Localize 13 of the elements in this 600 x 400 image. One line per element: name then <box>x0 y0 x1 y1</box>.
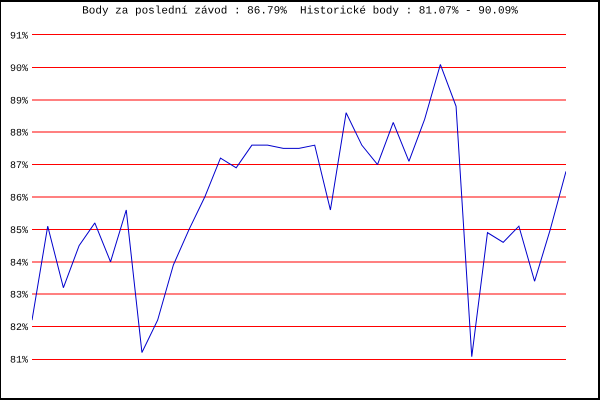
y-tick-label: 90% <box>10 64 28 75</box>
y-tick-label: 88% <box>10 128 28 140</box>
y-tick-label: 83% <box>10 290 28 302</box>
y-tick-label: 82% <box>10 323 28 334</box>
y-tick-label: 86% <box>10 194 28 204</box>
y-tick-label: 87% <box>10 161 28 172</box>
y-tick-label: 81% <box>10 356 28 366</box>
line-series <box>32 64 566 358</box>
y-tick-label: 85% <box>10 226 28 237</box>
y-tick-label: 91% <box>10 32 28 42</box>
y-tick-label: 84% <box>10 258 28 270</box>
chart-title: Body za poslední závod : 86.79% Historické body : 81.07% - 90.09% <box>82 6 518 18</box>
y-tick-label: 89% <box>10 96 28 108</box>
